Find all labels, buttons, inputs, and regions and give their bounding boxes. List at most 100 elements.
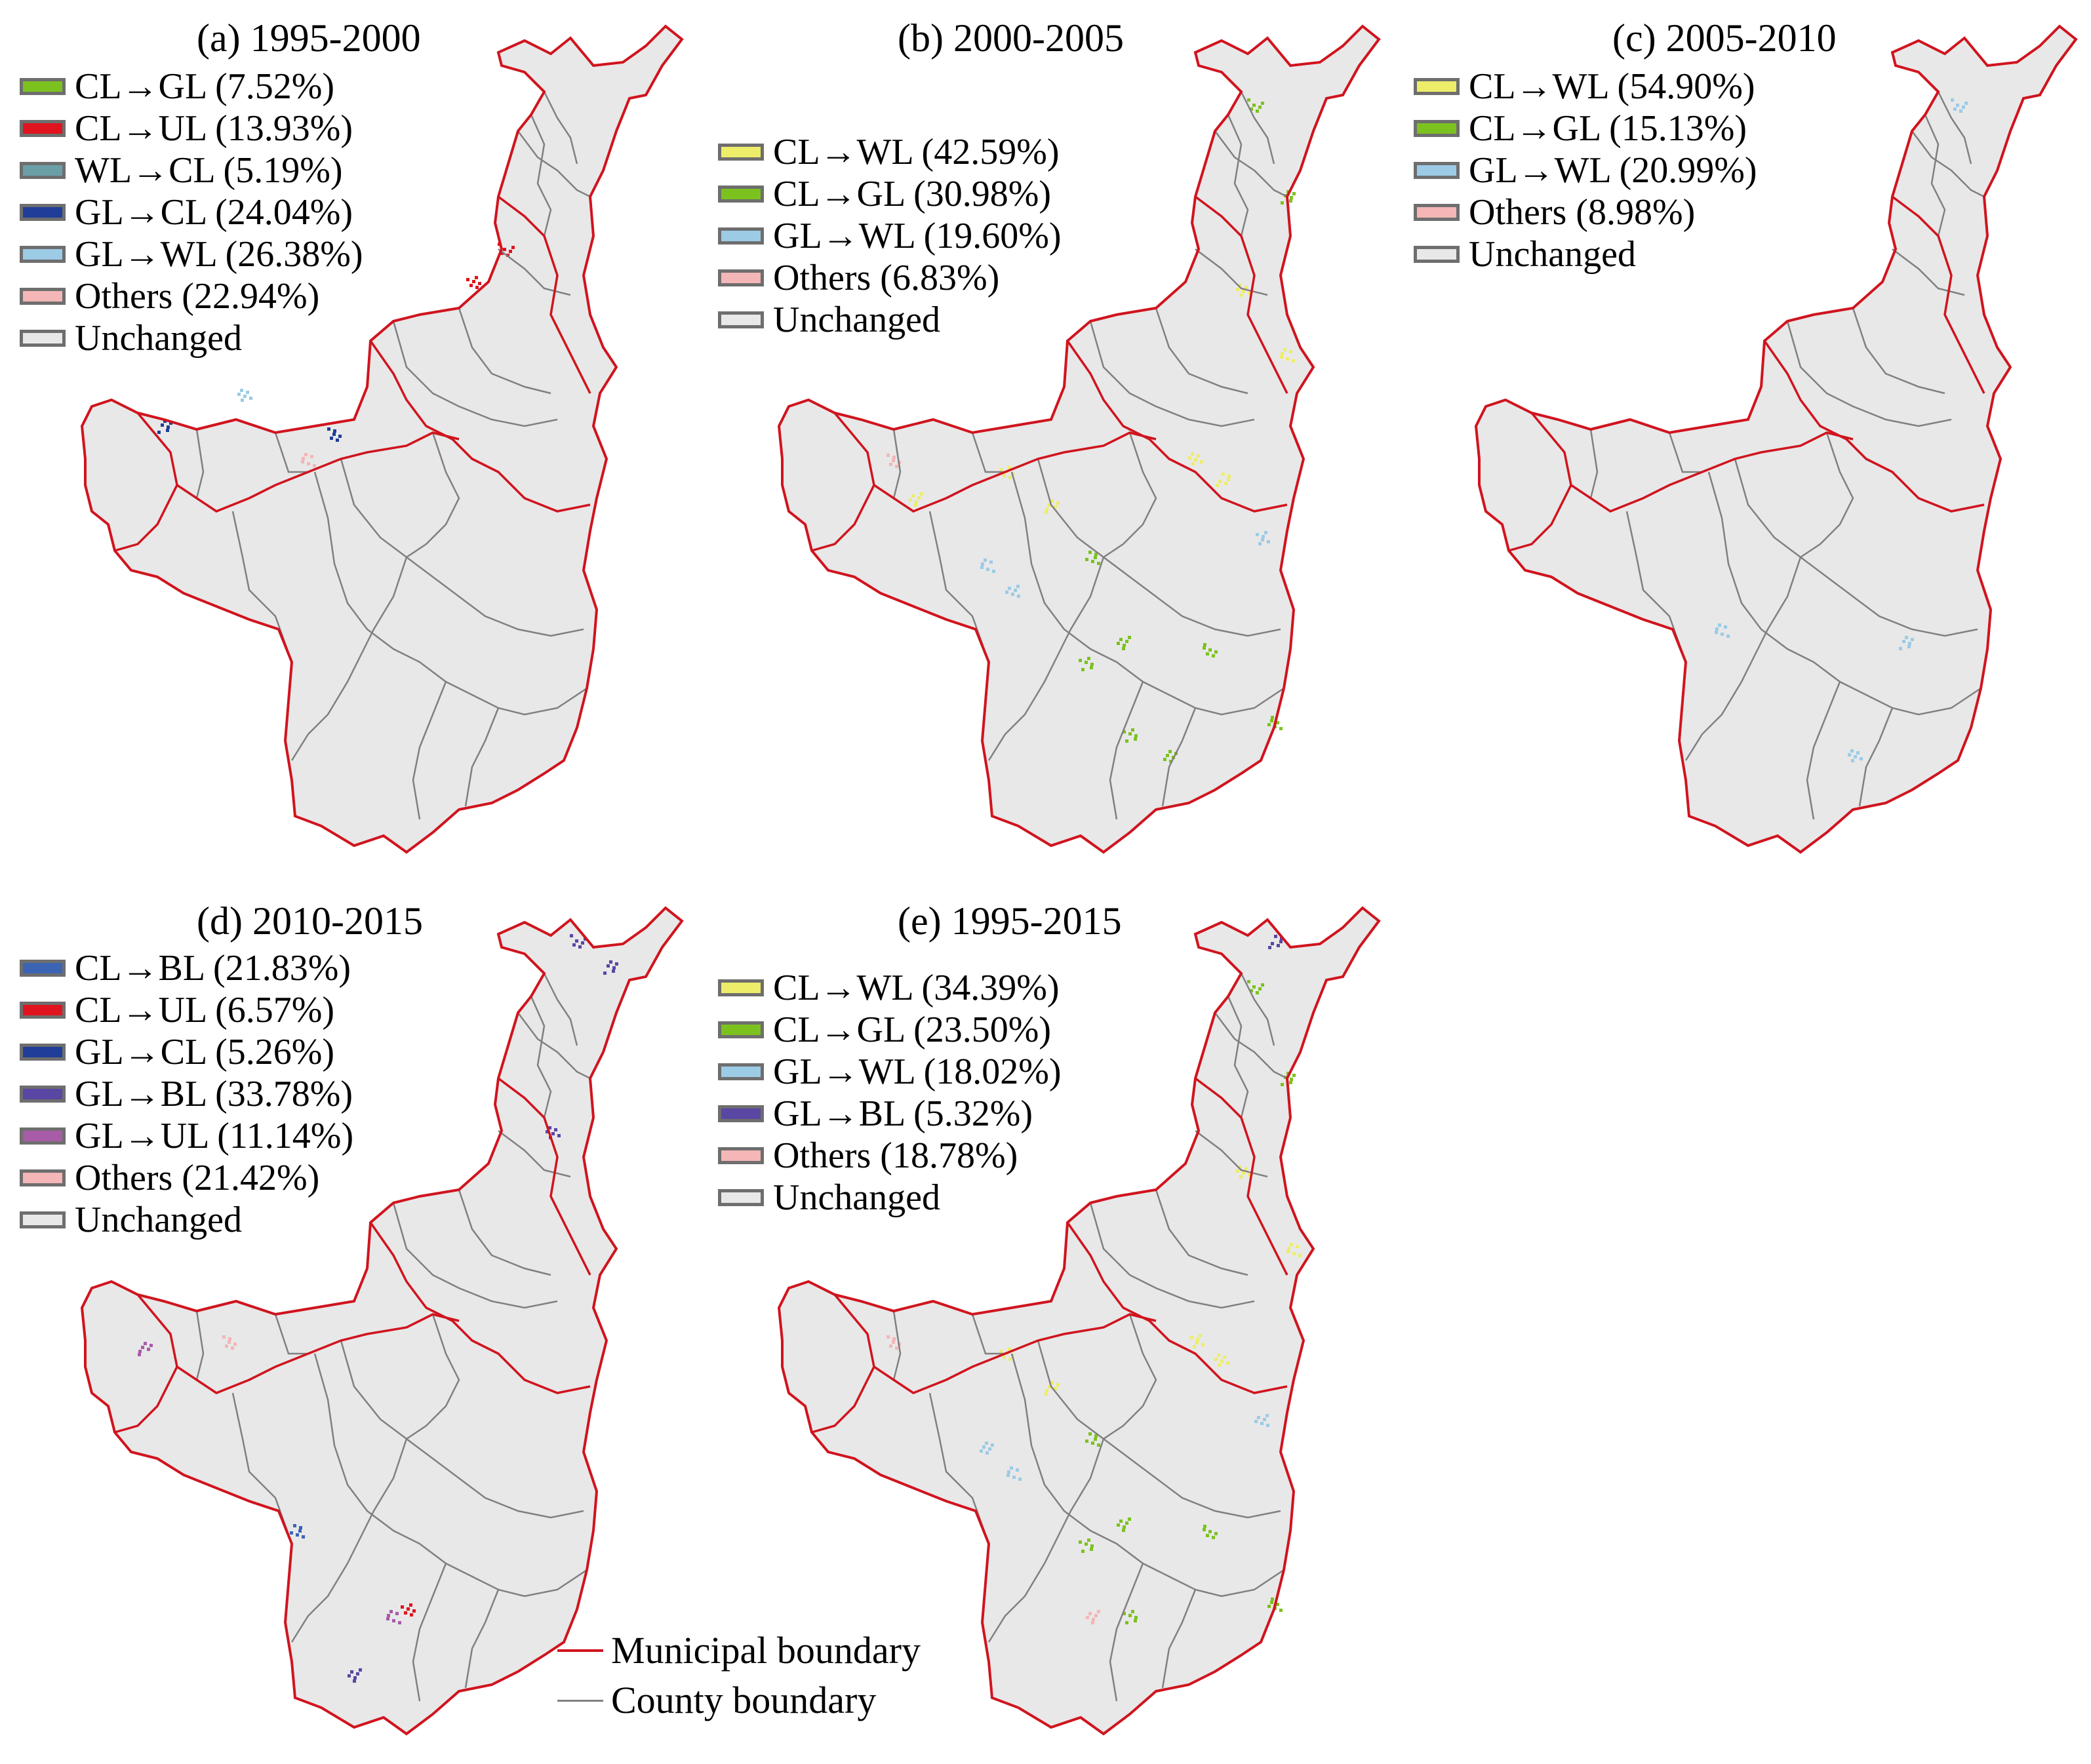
legend-swatch bbox=[718, 1147, 764, 1164]
county-boundary-line bbox=[290, 557, 408, 761]
region-map-c bbox=[1474, 24, 2078, 854]
legend-swatch bbox=[20, 1169, 66, 1186]
county-boundary-line bbox=[543, 973, 578, 1046]
county-boundary-line bbox=[392, 321, 558, 427]
county-boundary-line bbox=[412, 681, 447, 820]
legend-label: CL→WL (34.39%) bbox=[773, 968, 1060, 1008]
legend-label: Others (6.83%) bbox=[773, 258, 1000, 298]
county-boundary-line bbox=[1240, 91, 1275, 165]
legend-label: Others (8.98%) bbox=[1469, 192, 1696, 233]
map-panel-c: (c) 2005-2010 CL→WL (54.90%) CL→GL (15.13%… bbox=[1394, 0, 2091, 882]
legend: CL→GL (7.52%) CL→UL (13.93%) WL→CL (5.19%)… bbox=[20, 66, 363, 359]
municipal-outer-boundary bbox=[777, 906, 1381, 1736]
legend-label: CL→GL (30.98%) bbox=[773, 174, 1052, 214]
county-boundary-line bbox=[971, 1314, 1005, 1355]
county-boundary-line bbox=[1892, 248, 1965, 296]
legend-item: GL→CL (24.04%) bbox=[20, 191, 363, 233]
municipal-boundary-line bbox=[811, 1366, 875, 1434]
legend-label: Others (21.42%) bbox=[75, 1158, 320, 1198]
county-boundary-line bbox=[1240, 973, 1275, 1046]
change-patch bbox=[1203, 643, 1218, 657]
change-patch bbox=[327, 427, 342, 442]
county-boundary-line bbox=[1010, 471, 1284, 716]
legend-swatch bbox=[20, 162, 66, 179]
legend-item: WL→CL (5.19%) bbox=[20, 149, 363, 191]
legend-item: GL→UL (11.14%) bbox=[20, 1115, 353, 1157]
county-boundary-line bbox=[1161, 1589, 1197, 1689]
county-boundary-line bbox=[1089, 321, 1255, 427]
municipal-outer-boundary bbox=[80, 906, 684, 1736]
change-patch bbox=[1123, 1610, 1138, 1624]
county-boundary-line bbox=[1227, 996, 1249, 1118]
legend-swatch bbox=[718, 144, 764, 161]
panel-title: (b) 2000-2005 bbox=[898, 16, 1124, 60]
legend-swatch bbox=[718, 979, 764, 996]
change-patch bbox=[1951, 98, 1968, 113]
unchanged-area-d bbox=[82, 908, 682, 1734]
county-boundary-line bbox=[274, 1314, 308, 1355]
legend-item: Others (22.94%) bbox=[20, 275, 363, 317]
legend-item: GL→WL (20.99%) bbox=[1414, 149, 1757, 191]
county-boundary-line bbox=[274, 432, 308, 473]
county-boundary-line bbox=[464, 1589, 500, 1689]
county-boundary-line bbox=[987, 557, 1105, 761]
municipal-boundary-line bbox=[497, 195, 591, 394]
county-boundary-line bbox=[195, 429, 205, 499]
county-boundary-line bbox=[987, 1438, 1105, 1643]
county-boundary-line bbox=[517, 130, 591, 198]
county-boundary-line bbox=[290, 1438, 408, 1643]
county-boundary-legend-item: County boundary bbox=[557, 1676, 921, 1725]
legend-label: Unchanged bbox=[773, 300, 941, 340]
change-patch bbox=[1190, 1334, 1205, 1348]
legend-item: Others (18.78%) bbox=[718, 1135, 1062, 1177]
change-patch bbox=[1045, 500, 1060, 514]
county-boundary-line bbox=[1734, 458, 1978, 637]
legend-item: CL→WL (54.90%) bbox=[1414, 66, 1757, 108]
municipal-outer-boundary bbox=[1474, 24, 2078, 854]
legend-swatch bbox=[20, 1086, 66, 1103]
change-patch bbox=[980, 1441, 994, 1455]
county-boundary-line bbox=[498, 1130, 571, 1178]
county-boundary-line bbox=[340, 458, 584, 637]
legend-label: GL→WL (19.60%) bbox=[773, 216, 1062, 256]
legend-label: CL→WL (42.59%) bbox=[773, 132, 1060, 172]
county-boundary-line bbox=[313, 471, 587, 716]
municipal-boundary-line bbox=[369, 1221, 591, 1394]
unchanged-area-e bbox=[779, 908, 1379, 1734]
legend-swatch bbox=[20, 246, 66, 263]
municipal-outer-boundary bbox=[777, 24, 1381, 854]
change-patch bbox=[1247, 980, 1264, 994]
municipal-boundary-line bbox=[1066, 340, 1288, 513]
legend-swatch bbox=[1414, 246, 1460, 263]
legend: CL→WL (54.90%) CL→GL (15.13%) GL→WL (20.99… bbox=[1414, 66, 1757, 275]
legend-swatch bbox=[1414, 162, 1460, 179]
map-panel-d: (d) 2010-2015 CL→BL (21.83%) CL→UL (6.57%)… bbox=[0, 882, 697, 1763]
change-patch bbox=[1280, 348, 1295, 363]
change-patch bbox=[1216, 473, 1231, 487]
county-boundary-line bbox=[1195, 248, 1268, 296]
legend-item: CL→UL (13.93%) bbox=[20, 108, 363, 149]
county-boundary-line bbox=[340, 1340, 584, 1519]
region-map-d bbox=[80, 906, 684, 1736]
legend-swatch bbox=[20, 1211, 66, 1228]
change-patch bbox=[1256, 531, 1270, 545]
legend-label: Unchanged bbox=[773, 1177, 941, 1218]
legend-swatch bbox=[718, 311, 764, 328]
county-boundary-line bbox=[464, 707, 500, 807]
legend-item: CL→BL (21.83%) bbox=[20, 947, 353, 989]
municipal-boundary-line bbox=[497, 1077, 591, 1276]
legend-swatch bbox=[20, 1044, 66, 1061]
legend-item: Unchanged bbox=[20, 1199, 353, 1241]
legend-label: Unchanged bbox=[75, 1200, 243, 1240]
change-patch bbox=[1899, 636, 1914, 650]
unchanged-area-b bbox=[779, 26, 1379, 852]
county-boundary-line bbox=[412, 1563, 447, 1702]
municipal-outer-boundary bbox=[80, 24, 684, 854]
county-boundary-line bbox=[1109, 1563, 1144, 1702]
change-patch bbox=[1188, 452, 1203, 465]
legend: CL→BL (21.83%) CL→UL (6.57%) GL→CL (5.26%)… bbox=[20, 947, 353, 1241]
change-patch bbox=[301, 453, 316, 467]
legend-swatch bbox=[718, 1063, 764, 1080]
legend-label: GL→WL (26.38%) bbox=[75, 234, 363, 275]
change-patch bbox=[1848, 749, 1863, 762]
